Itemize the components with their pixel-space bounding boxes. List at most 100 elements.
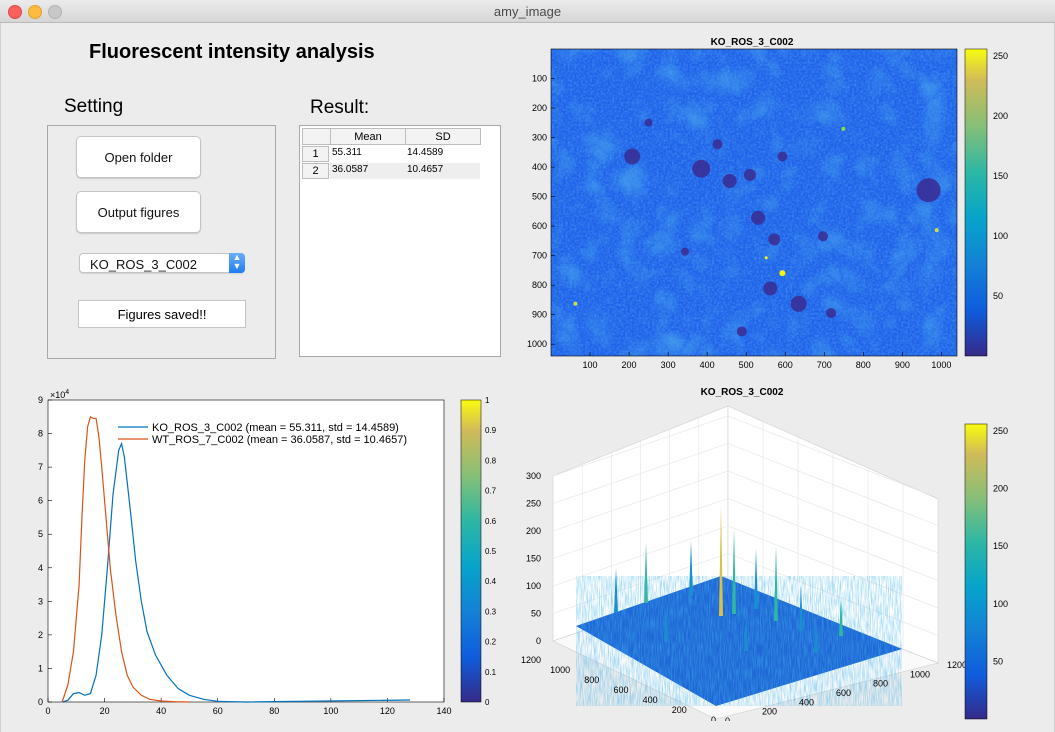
surface-z-tick-label: 0 [536,636,541,646]
heatmap-x-tick-label: 500 [739,360,754,370]
histogram-y-tick-label: 9 [38,395,43,405]
surface-z-tick-label: 200 [526,526,541,536]
surface-grid-line [552,470,729,532]
surface-y-tick-label: 1000 [550,665,570,675]
window-title: amy_image [493,4,562,19]
table-cell[interactable]: 55.311 [332,147,362,158]
histogram-axes-box [47,399,445,703]
open-folder-button[interactable]: Open folder [76,136,201,178]
surface-grid-line [552,498,729,559]
heatmap-y-tick-label: 200 [532,103,547,113]
heatmap-x-tick-label: 900 [895,360,910,370]
surface-z-tick-label: 100 [526,581,541,591]
minimize-window-button[interactable] [28,5,42,19]
histogram-y-tick-label: 2 [38,630,43,640]
surface-peak [814,623,818,653]
histogram-colorbar-label: 0.1 [485,668,497,677]
histogram-colorbar-label: 0.6 [485,517,497,526]
legend-entry-1: KO_ROS_3_C002 (mean = 55.311, std = 14.4… [152,422,399,434]
surface-z-tick-label: 150 [526,554,541,564]
histogram-chart[interactable]: 0 20 40 60 80 100 120 140 0 1 2 3 4 5 6 7 8 9 ×104 KO_ROS_3… [21,388,501,718]
heatmap-bright-spot [764,256,768,260]
heatmap-x-tick-label: 1000 [931,360,951,370]
surface-y-tick-label: 400 [643,695,658,705]
surface-colorbar [964,423,988,720]
surface-peak [732,529,736,614]
close-window-button[interactable] [8,5,22,19]
heatmap-y-tick-label: 300 [532,133,547,143]
heatmap-dark-spot [763,281,778,296]
heatmap-x-tick-label: 100 [583,360,598,370]
histogram-colorbar-label: 0.8 [485,456,497,465]
surface-mesh-texture [576,576,902,706]
heatmap-dark-spot [790,295,807,312]
surface-z-tick-label: 50 [531,609,541,619]
setting-label: Setting [64,96,124,117]
heatmap-dark-spot [736,326,747,337]
status-text: Figures saved!! [117,306,207,322]
histogram-colorbar-label: 0.3 [485,607,497,616]
heatmap-y-tick-label: 700 [532,251,547,261]
histogram-y-tick-label: 0 [38,697,43,707]
status-field: Figures saved!! [78,300,246,328]
surface-x-tick-label: 400 [799,697,814,707]
row-header[interactable]: 2 [302,163,329,179]
heatmap-y-tick-label: 400 [532,162,547,172]
histogram-series-line-2 [61,415,190,703]
surface-peak [614,568,618,613]
heatmap-dark-spot [644,118,653,127]
heatmap-chart[interactable]: KO_ROS_3_C002 100 200 300 400 500 600 700 800 90… [517,31,1017,371]
histogram-x-tick-label: 140 [436,706,451,716]
surface-grid-line [552,443,729,504]
heatmap-x-tick-label: 800 [856,360,871,370]
column-header-mean[interactable]: Mean [330,128,406,145]
heatmap-colorbar-label: 150 [993,171,1008,181]
heatmap-colorbar-label: 50 [993,291,1003,301]
heatmap-dark-spot [777,151,788,162]
histogram-y-tick-label: 8 [38,429,43,439]
result-label: Result: [310,97,370,118]
heatmap-dark-spot [826,308,837,319]
heatmap-dark-spot [680,247,689,256]
surface-grid-line [727,498,939,581]
table-cell[interactable]: 36.0587 [330,163,405,179]
histogram-y-tick-label: 7 [38,462,43,472]
heatmap-y-tick-label: 1000 [527,339,547,349]
surface-colorbar-label: 150 [993,541,1008,551]
table-cell[interactable]: 10.4657 [405,163,480,179]
surface-peak [644,543,648,603]
surface-grid-line [727,553,939,636]
heatmap-speckle [551,49,957,356]
heatmap-y-tick-label: 100 [532,74,547,84]
histogram-colorbar-label: 1 [485,396,490,405]
histogram-colorbar-label: 0.5 [485,547,497,556]
maximize-window-button[interactable] [48,5,62,19]
surface-grid-line [727,470,939,554]
histogram-y-tick-label: 1 [38,663,43,673]
heatmap-bright-spot [841,126,846,131]
column-header-sd[interactable]: SD [405,128,481,145]
histogram-y-tick-label: 6 [38,496,43,506]
surface-x-tick-label: 0 [725,716,730,721]
histogram-x-tick-label: 100 [323,706,338,716]
app-content: Fluorescent intensity analysis Setting O… [0,23,1055,732]
surface-colorbar-label: 250 [993,426,1008,436]
surface-colorbar-label: 100 [993,599,1008,609]
surface-colorbar-label: 50 [993,656,1003,666]
histogram-colorbar-label: 0.9 [485,426,497,435]
output-figures-button[interactable]: Output figures [76,191,201,233]
surface-grid-line [727,443,939,526]
page-title: Fluorescent intensity analysis [89,41,375,63]
table-corner [302,128,331,145]
heatmap-dark-spot [751,210,766,225]
surface-chart[interactable]: KO_ROS_3_C002 0 50 100 150 200 250 300 0 200 400 6… [516,381,1036,721]
heatmap-y-tick-label: 900 [532,310,547,320]
heatmap-colorbar-label: 100 [993,231,1008,241]
sample-select[interactable]: KO_ROS_3_C002 ▲ ▼ [79,253,245,273]
heatmap-axes-box [550,48,958,357]
surface-peak [839,596,843,636]
table-cell[interactable]: 14.4589 [407,147,444,158]
histogram-y-tick-label: 4 [38,563,43,573]
row-header[interactable]: 1 [302,146,329,162]
result-table[interactable]: Mean SD 1 55.311 14.4589 2 36.0587 10.46… [299,125,501,357]
